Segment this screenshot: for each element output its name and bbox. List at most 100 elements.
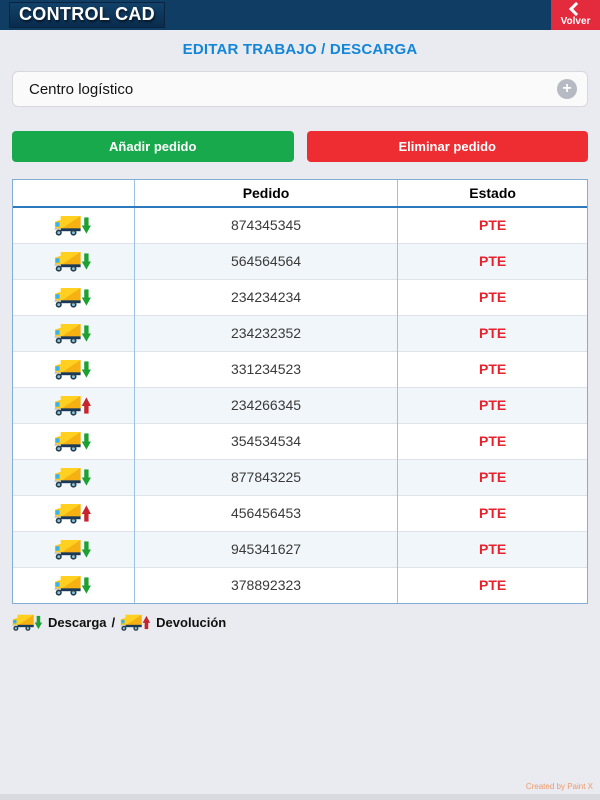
watermark: Created by Paint X xyxy=(525,782,593,791)
truck-cell xyxy=(13,207,134,244)
estado-cell: PTE xyxy=(397,387,587,424)
legend-descarga-label: Descarga xyxy=(48,615,107,630)
estado-value: PTE xyxy=(478,360,507,377)
logistics-center-field[interactable]: Centro logístico + xyxy=(12,71,588,107)
estado-value: PTE xyxy=(478,468,507,485)
estado-cell: PTE xyxy=(397,459,587,496)
truck-cell xyxy=(13,279,135,316)
legend-separator: / xyxy=(111,615,116,630)
pedido-value: 234234234 xyxy=(230,288,302,305)
estado-value: PTE xyxy=(478,252,507,269)
pedido-value: 564564564 xyxy=(230,252,302,269)
estado-cell: PTE xyxy=(397,243,587,280)
truck-green-down-icon xyxy=(54,540,92,560)
green-down-arrow-icon xyxy=(82,541,92,558)
green-down-arrow-icon xyxy=(82,577,92,594)
truck-cell xyxy=(13,243,135,280)
action-buttons: Añadir pedido Eliminar pedido xyxy=(12,131,588,162)
legend: Descarga / Devolución xyxy=(12,613,588,632)
green-down-arrow-icon xyxy=(82,253,92,270)
pedido-value: 877843225 xyxy=(230,468,302,485)
table-row[interactable]: 456456453 PTE xyxy=(13,495,587,532)
estado-value: PTE xyxy=(478,504,507,521)
pedido-cell: 234266345 xyxy=(133,387,398,424)
pedido-cell: 877843225 xyxy=(133,459,398,496)
truck-cell xyxy=(13,495,135,532)
table-row[interactable]: 945341627 PTE xyxy=(13,531,587,568)
column-header-estado: Estado xyxy=(397,180,587,208)
truck-red-up-icon xyxy=(54,396,92,416)
estado-cell: PTE xyxy=(397,315,587,352)
pedido-cell: 354534534 xyxy=(133,423,398,460)
red-up-arrow-icon xyxy=(82,397,92,414)
truck-green-down-icon xyxy=(54,216,92,236)
truck-green-down-icon xyxy=(54,432,92,452)
green-down-arrow-icon xyxy=(82,217,92,234)
truck-cell xyxy=(13,387,135,424)
estado-cell: PTE xyxy=(397,531,587,568)
estado-value: PTE xyxy=(478,576,507,593)
delete-order-button[interactable]: Eliminar pedido xyxy=(306,131,588,162)
truck-green-down-icon xyxy=(54,576,92,596)
app-logo: CONTROL CAD xyxy=(9,2,165,28)
table-row[interactable]: 234232352 PTE xyxy=(13,315,587,352)
estado-cell: PTE xyxy=(397,495,587,532)
table-row[interactable]: 354534534 PTE xyxy=(13,423,587,460)
column-header-icon xyxy=(13,180,135,208)
pedido-cell: 234234234 xyxy=(133,279,398,316)
pedido-cell: 331234523 xyxy=(133,351,398,388)
green-down-arrow-icon xyxy=(82,433,92,450)
pedido-value: 331234523 xyxy=(230,360,302,377)
truck-cell xyxy=(13,567,135,603)
pedido-cell: 234232352 xyxy=(133,315,398,352)
logistics-center-value: Centro logístico xyxy=(29,80,134,98)
pedido-value: 456456453 xyxy=(230,504,302,521)
estado-value: PTE xyxy=(478,432,507,449)
truck-green-down-icon xyxy=(54,252,92,272)
pedido-value: 874345345 xyxy=(230,216,302,233)
table-row[interactable]: 877843225 PTE xyxy=(13,459,587,496)
truck-cell xyxy=(13,423,135,460)
estado-value: PTE xyxy=(478,396,507,413)
truck-green-down-icon xyxy=(54,468,92,488)
truck-red-up-icon xyxy=(120,614,151,631)
truck-green-down-icon xyxy=(12,614,43,631)
table-body: 874345345 PTE xyxy=(13,207,587,603)
pedido-cell: 874345345 xyxy=(133,207,398,244)
pedido-value: 945341627 xyxy=(230,540,302,557)
plus-icon[interactable]: + xyxy=(557,79,577,99)
green-down-arrow-icon xyxy=(82,325,92,342)
estado-cell: PTE xyxy=(397,567,587,603)
bottom-strip xyxy=(0,794,600,800)
red-up-arrow-icon xyxy=(142,615,151,630)
add-order-button[interactable]: Añadir pedido xyxy=(12,131,294,162)
table-row[interactable]: 378892323 PTE xyxy=(13,567,587,603)
pedido-cell: 378892323 xyxy=(133,567,398,603)
truck-cell xyxy=(13,315,135,352)
green-down-arrow-icon xyxy=(82,361,92,378)
table-row[interactable]: 234266345 PTE xyxy=(13,387,587,424)
pedido-cell: 564564564 xyxy=(133,243,398,280)
estado-value: PTE xyxy=(478,540,507,557)
page-title: EDITAR TRABAJO / DESCARGA xyxy=(182,41,418,58)
table-row[interactable]: 234234234 PTE xyxy=(13,279,587,316)
green-down-arrow-icon xyxy=(34,615,43,630)
estado-cell: PTE xyxy=(397,279,587,316)
truck-green-down-icon xyxy=(54,288,92,308)
table-row[interactable]: 564564564 PTE xyxy=(13,243,587,280)
truck-cell xyxy=(13,531,135,568)
table-row[interactable]: 331234523 PTE xyxy=(13,351,587,388)
truck-green-down-icon xyxy=(54,360,92,380)
truck-cell xyxy=(13,459,135,496)
back-button-label: Volver xyxy=(560,15,591,27)
pedido-cell: 456456453 xyxy=(133,495,398,532)
estado-value: PTE xyxy=(478,324,507,341)
table-row[interactable]: 874345345 PTE xyxy=(13,207,587,244)
pedido-cell: 945341627 xyxy=(133,531,398,568)
back-button[interactable]: Volver xyxy=(551,0,600,30)
legend-devolucion-label: Devolución xyxy=(156,615,227,630)
chevron-left-icon xyxy=(568,1,583,16)
truck-red-up-icon xyxy=(54,504,92,524)
red-up-arrow-icon xyxy=(82,505,92,522)
estado-cell: PTE xyxy=(397,423,587,460)
